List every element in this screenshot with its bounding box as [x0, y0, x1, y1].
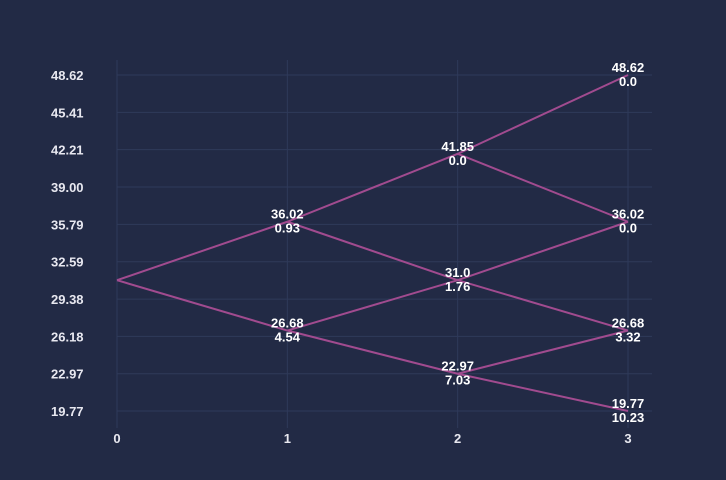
- tree-edge: [116, 220, 288, 282]
- x-tick-label: 3: [624, 431, 631, 446]
- x-tick-label: 2: [454, 431, 461, 446]
- x-tick-label: 0: [113, 431, 120, 446]
- node-price-label: 31.0: [445, 265, 470, 280]
- node-value-label: 0.0: [619, 74, 637, 89]
- node-value-label: 3.32: [615, 330, 640, 345]
- y-tick-label: 48.62: [51, 68, 84, 83]
- y-tick-label: 39.00: [51, 180, 84, 195]
- y-tick-label: 29.38: [51, 292, 84, 307]
- node-value-label: 0.0: [449, 153, 467, 168]
- node-labels: 36.020.9326.684.5441.850.031.01.7622.977…: [271, 60, 644, 425]
- y-axis: 19.77 22.97 26.18 29.38 32.59 35.79 39.00 42.21…: [51, 68, 84, 419]
- node-price-label: 36.02: [612, 207, 645, 222]
- node-price-label: 26.68: [271, 316, 304, 331]
- node-value-label: 0.0: [619, 221, 637, 236]
- tree-edge: [116, 279, 288, 332]
- x-axis: 0 1 2 3: [113, 431, 631, 446]
- y-tick-label: 35.79: [51, 217, 84, 232]
- tree-edge: [457, 74, 629, 155]
- node-price-label: 26.68: [612, 316, 645, 331]
- y-tick-label: 32.59: [51, 255, 84, 270]
- node-price-label: 48.62: [612, 60, 645, 75]
- node-price-label: 36.02: [271, 207, 304, 222]
- tree-edge: [457, 279, 629, 332]
- tree-edge: [457, 220, 629, 282]
- tree-edge: [286, 152, 459, 223]
- y-tick-label: 26.18: [51, 329, 84, 344]
- tree-edges: [116, 74, 629, 412]
- grid-lines: [116, 60, 652, 428]
- tree-edge: [287, 329, 458, 375]
- node-value-label: 4.54: [275, 330, 301, 345]
- node-value-label: 10.23: [612, 410, 645, 425]
- tree-edge: [457, 152, 629, 223]
- y-tick-label: 19.77: [51, 404, 84, 419]
- y-tick-label: 22.97: [51, 367, 84, 382]
- node-price-label: 41.85: [441, 139, 474, 154]
- tree-edge: [457, 372, 629, 412]
- tree-edge: [287, 220, 458, 282]
- tree-edge: [287, 279, 458, 332]
- node-price-label: 22.97: [441, 359, 474, 374]
- node-price-label: 19.77: [612, 396, 645, 411]
- node-value-label: 7.03: [445, 373, 470, 388]
- node-value-label: 0.93: [275, 221, 300, 236]
- y-tick-label: 42.21: [51, 143, 84, 158]
- tree-edge: [457, 329, 629, 375]
- x-tick-label: 1: [284, 431, 291, 446]
- y-tick-label: 45.41: [51, 105, 84, 120]
- node-value-label: 1.76: [445, 279, 470, 294]
